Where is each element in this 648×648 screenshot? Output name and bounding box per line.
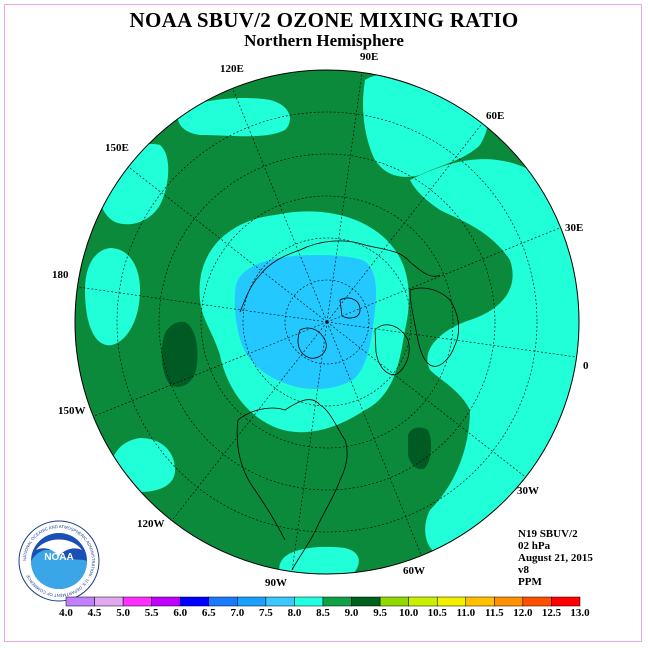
- meridian-line: [232, 88, 328, 323]
- map-subtitle: Northern Hemisphere: [244, 31, 404, 50]
- north-america-coast: [236, 399, 348, 571]
- meridians: [77, 72, 577, 572]
- meridian-line: [77, 286, 328, 323]
- colorbar-tick-label: 10.0: [399, 607, 419, 619]
- map-info: N19 SBUV/2 02 hPa August 21, 2015 v8 PPM: [518, 528, 593, 588]
- ozone-8.5-9-region-pacific: [161, 321, 198, 387]
- lon-label-90w: 90W: [265, 577, 287, 589]
- meridian-line: [326, 72, 363, 323]
- lon-label-180: 180: [52, 269, 69, 281]
- colorbar-tick-label: 8.5: [316, 607, 330, 619]
- lon-label-150e: 150E: [105, 142, 129, 154]
- map-title: NOAA SBUV/2 OZONE MIXING RATIO: [129, 8, 519, 32]
- meridian-line: [326, 321, 422, 556]
- satellite-label: N19 SBUV/2: [518, 528, 578, 540]
- meridian-line: [291, 321, 328, 572]
- pressure-level-label: 02 hPa: [518, 540, 551, 552]
- colorbar: [65, 596, 581, 607]
- colorbar-tick-label: 8.0: [287, 607, 302, 619]
- colorbar-swatch: [379, 596, 409, 607]
- colorbar-swatch: [351, 596, 381, 607]
- meridian-line: [326, 123, 483, 323]
- colorbar-swatch: [65, 596, 95, 607]
- version-label: v8: [518, 564, 529, 576]
- colorbar-swatch: [551, 596, 581, 607]
- latitude-circles: [116, 111, 538, 533]
- coastlines: [236, 240, 460, 571]
- colorbar-tick-label: 6.0: [173, 607, 188, 619]
- meridian-line: [326, 227, 561, 323]
- colorbar-tick-label: 13.0: [570, 607, 590, 619]
- globe-outline: [74, 69, 580, 575]
- lon-label-150w: 150W: [58, 405, 86, 417]
- colorbar-swatch: [179, 596, 210, 607]
- figure-frame: [4, 4, 642, 642]
- lon-label-120w: 120W: [137, 518, 165, 530]
- colorbar-swatch: [494, 596, 524, 607]
- colorbar-tick-label: 12.5: [541, 607, 562, 619]
- logo-text: NOAA: [44, 552, 73, 563]
- lon-label-30e: 30E: [565, 222, 584, 234]
- colorbar-swatch: [237, 596, 267, 607]
- colorbar-tick-label: 11.5: [485, 607, 504, 619]
- lon-label-60e: 60E: [486, 110, 505, 122]
- lon-label-60w: 60W: [403, 565, 425, 577]
- colorbar-swatch: [265, 596, 295, 607]
- units-label: PPM: [518, 576, 542, 588]
- colorbar-tick-label: 5.0: [116, 607, 130, 619]
- colorbar-tick-label: 6.5: [201, 607, 216, 619]
- colorbar-tick-label: 4.0: [59, 607, 73, 619]
- europe-coast: [409, 287, 460, 367]
- lon-label-120e: 120E: [220, 63, 244, 75]
- meridian-line: [93, 321, 328, 417]
- colorbar-tick-label: 9.5: [373, 607, 387, 619]
- noaa-logo: NOAA NATIONAL OCEANIC AND ATMOSPHERIC AD…: [18, 520, 100, 602]
- meridian-line: [128, 166, 328, 323]
- meridian-line: [326, 321, 577, 358]
- colorbar-swatch: [208, 596, 238, 607]
- date-label: August 21, 2015: [518, 552, 593, 564]
- colorbar-swatch: [322, 596, 352, 607]
- lon-label-0: 0: [583, 360, 589, 372]
- ozone-7.5-8-region-pacific-west: [85, 248, 140, 346]
- colorbar-tick-label: 7.5: [259, 607, 273, 619]
- greenland-coast: [374, 324, 410, 376]
- arctic-islands: [297, 297, 361, 359]
- colorbar-swatch: [122, 596, 152, 607]
- colorbar-swatch: [408, 596, 438, 607]
- colorbar-tick-label: 4.5: [87, 607, 102, 619]
- ozone-8.5-9-region-atlantic: [408, 427, 432, 470]
- colorbar-tick-label: 10.5: [427, 607, 447, 619]
- colorbar-swatch: [436, 596, 467, 607]
- colorbar-tick-label: 11.0: [456, 607, 476, 619]
- colorbar-swatch: [294, 596, 324, 607]
- ozone-7.5-8-region-siberia: [177, 98, 290, 137]
- colorbar-swatch: [151, 596, 181, 607]
- colorbar-tick-label: 9.0: [344, 607, 359, 619]
- colorbar-swatch: [465, 596, 495, 607]
- lon-label-30w: 30W: [517, 485, 539, 497]
- colorbar-swatch: [522, 596, 552, 607]
- colorbar-tick-label: 12.0: [513, 607, 533, 619]
- colorbar-tick-label: 5.5: [144, 607, 159, 619]
- lon-label-90e: 90E: [360, 51, 379, 63]
- colorbar-swatch: [94, 596, 124, 607]
- colorbar-tick-label: 7.0: [230, 607, 245, 619]
- asia-coast: [239, 240, 441, 313]
